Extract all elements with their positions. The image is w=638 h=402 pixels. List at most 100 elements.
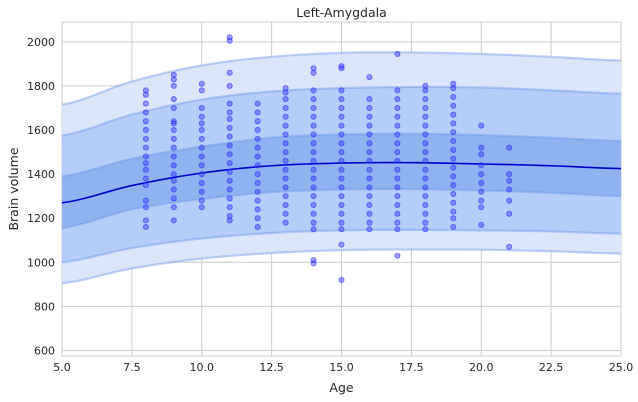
data-point	[338, 226, 345, 233]
data-point	[226, 213, 233, 220]
data-point	[170, 135, 177, 142]
data-point	[310, 157, 317, 164]
data-point	[282, 104, 289, 111]
data-point	[198, 80, 205, 87]
data-point	[310, 193, 317, 200]
data-point	[366, 96, 373, 103]
outer-upper-edge	[61, 51, 622, 106]
data-point	[422, 131, 429, 138]
data-point	[170, 171, 177, 178]
y-tick-label: 2000	[27, 36, 55, 49]
data-point	[394, 104, 401, 111]
x-tick-label: 17.5	[399, 361, 424, 374]
data-point	[142, 166, 149, 173]
x-tick-label: 22.5	[539, 361, 564, 374]
data-point	[338, 149, 345, 156]
data-point	[282, 201, 289, 208]
data-point	[422, 122, 429, 129]
y-tick-label: 1400	[27, 168, 55, 181]
data-points	[142, 34, 513, 283]
data-point	[450, 155, 457, 162]
data-point	[226, 177, 233, 184]
data-point	[310, 96, 317, 103]
data-point	[254, 215, 261, 222]
data-point	[170, 153, 177, 160]
data-point	[478, 204, 485, 211]
data-point	[478, 197, 485, 204]
data-point	[142, 182, 149, 189]
data-point	[198, 120, 205, 127]
data-point	[282, 184, 289, 191]
chart-title: Left-Amygdala	[296, 5, 387, 20]
inner-upper-edge	[61, 132, 622, 178]
data-point	[310, 226, 317, 233]
data-point	[450, 224, 457, 231]
data-point	[366, 226, 373, 233]
data-point	[422, 166, 429, 173]
data-point	[226, 151, 233, 158]
data-point	[422, 157, 429, 164]
data-point	[338, 210, 345, 217]
data-point	[422, 104, 429, 111]
data-point	[506, 144, 513, 151]
y-axis-title: Brain volume	[6, 147, 21, 230]
data-point	[282, 149, 289, 156]
data-point	[394, 193, 401, 200]
data-point	[338, 166, 345, 173]
data-point	[394, 175, 401, 182]
data-point	[282, 175, 289, 182]
data-point	[506, 171, 513, 178]
data-point	[450, 85, 457, 92]
data-point	[226, 133, 233, 140]
data-point	[226, 195, 233, 202]
data-point	[142, 109, 149, 116]
data-point	[142, 118, 149, 125]
data-point	[506, 186, 513, 193]
data-point	[338, 241, 345, 248]
data-point	[338, 87, 345, 94]
data-point	[450, 80, 457, 87]
data-point	[142, 204, 149, 211]
data-point	[338, 122, 345, 129]
data-point	[170, 177, 177, 184]
data-point	[338, 157, 345, 164]
data-point	[422, 226, 429, 233]
data-point	[198, 113, 205, 120]
data-point	[282, 89, 289, 96]
y-tick-label: 1600	[27, 124, 55, 137]
inner-lower-edge	[61, 187, 622, 230]
data-point	[254, 224, 261, 231]
data-point	[170, 144, 177, 151]
data-point	[338, 131, 345, 138]
data-point	[422, 210, 429, 217]
data-point	[506, 243, 513, 250]
data-point	[366, 140, 373, 147]
data-point	[394, 226, 401, 233]
data-point	[282, 193, 289, 200]
data-point	[198, 153, 205, 160]
data-point	[198, 135, 205, 142]
data-point	[254, 162, 261, 169]
centile-bands	[61, 51, 622, 285]
data-point	[142, 217, 149, 224]
data-point	[338, 65, 345, 72]
data-point	[226, 109, 233, 116]
data-point	[450, 111, 457, 118]
data-point	[394, 50, 401, 57]
data-point	[310, 149, 317, 156]
data-point	[310, 65, 317, 72]
data-point	[254, 135, 261, 142]
data-point	[450, 199, 457, 206]
data-point	[366, 149, 373, 156]
x-tick-label: 12.5	[259, 361, 284, 374]
data-point	[254, 153, 261, 160]
data-point	[142, 153, 149, 160]
data-point	[394, 140, 401, 147]
data-point	[170, 76, 177, 83]
data-point	[478, 144, 485, 151]
data-point	[226, 82, 233, 89]
data-point	[282, 131, 289, 138]
data-point	[226, 204, 233, 211]
data-point	[478, 162, 485, 169]
data-point	[450, 215, 457, 222]
